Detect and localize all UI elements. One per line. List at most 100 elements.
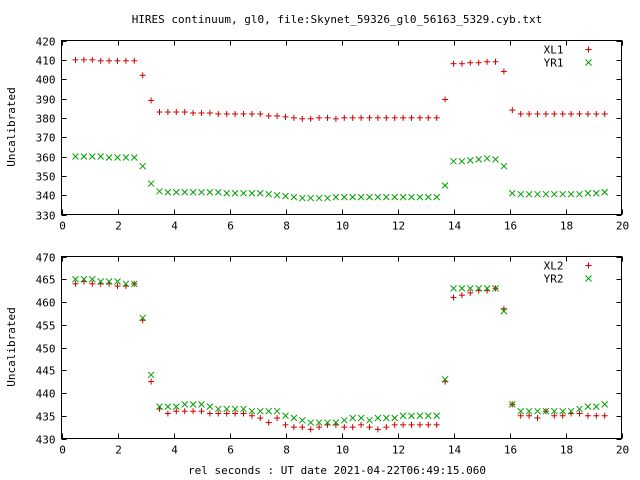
yr1-point (458, 157, 466, 165)
yr2-legend-label: YR2 (544, 273, 564, 286)
xl2-point (148, 378, 155, 385)
yr2-point (97, 278, 105, 285)
yr2-point (357, 414, 365, 422)
yr1-point (466, 157, 474, 164)
yr1-point (172, 188, 180, 196)
top-y-tick-label: 400 (36, 74, 56, 87)
xl1-point (274, 112, 281, 119)
xl1-point (416, 114, 423, 121)
bottom-axis-ticks: 0 2 4 6 8 10 12 14 16 18 20 430 435 440 445 450 455 460 46… (36, 252, 630, 457)
xl1-point (215, 110, 222, 117)
xl1-point (299, 115, 306, 122)
bottom-x-tick-label: 4 (171, 444, 178, 457)
yr1-point (601, 188, 609, 196)
yr2-point (164, 403, 172, 411)
yr1-point (72, 153, 79, 160)
yr2-point (80, 275, 88, 283)
xl1-point (265, 112, 272, 119)
yr1-point (584, 189, 592, 197)
xl1-point (89, 56, 96, 63)
yr2-point (433, 412, 441, 420)
bottom-x-tick-label: 12 (392, 444, 405, 457)
yr2-point (450, 284, 457, 292)
yr1-point (416, 193, 424, 201)
yr2-point (307, 419, 315, 426)
yr2-point (256, 407, 264, 415)
yr2-point (105, 278, 113, 285)
xl1-point (366, 114, 373, 121)
yr1-point (382, 193, 390, 201)
xl2-point (89, 280, 96, 287)
xl1-point (72, 56, 79, 63)
xl1-point (164, 109, 171, 116)
yr2-point (340, 416, 348, 424)
xl1-point (358, 114, 365, 121)
xl1-point (400, 114, 407, 121)
yr2-point (399, 412, 407, 420)
yr2-point (382, 414, 390, 422)
yr2-point (576, 405, 583, 413)
xl1-point (408, 114, 415, 121)
xl1-point (341, 114, 348, 121)
top-x-tick-label: 0 (59, 220, 66, 233)
xl1-point (232, 110, 239, 117)
bottom-y-tick-label: 460 (36, 297, 56, 310)
yr2-point (458, 284, 466, 292)
top-plot-frame (61, 40, 622, 215)
xl1-point (509, 107, 516, 114)
x-axis-label: rel seconds : UT date 2021-04-22T06:49:1… (188, 464, 486, 477)
top-x-tick-label: 6 (227, 220, 234, 233)
xl1-point (131, 57, 138, 64)
yr2-point (592, 403, 600, 411)
xl1-point (450, 60, 457, 67)
xl1-point (584, 110, 591, 117)
xl1-point (467, 59, 474, 66)
yr1-point (290, 193, 298, 201)
yr2-point (424, 412, 432, 420)
bottom-y-tick-label: 430 (36, 434, 56, 447)
yr2-point (88, 275, 96, 283)
yr1-point (592, 189, 600, 197)
top-axis-ticks: 0 2 4 6 8 10 12 14 16 18 20 330 340 350 360 370 380 390 40… (36, 36, 630, 233)
yr1-point (156, 187, 163, 195)
xl2-point (374, 426, 381, 433)
xl1-point (307, 115, 314, 122)
top-panel: Uncalibrated 0 2 4 6 8 10 12 14 16 18 20 330 340 350 3… (5, 36, 629, 233)
yr1-point (391, 193, 399, 201)
yr1-point (366, 193, 373, 201)
xl2-point (248, 412, 255, 419)
xl1-point (148, 97, 155, 104)
xl2-point (240, 410, 247, 417)
xl1-point (206, 110, 213, 116)
xl2-point (290, 424, 297, 431)
xl1-point (139, 72, 146, 79)
yr1-point (273, 191, 281, 199)
xl1-point (517, 110, 524, 117)
yr1-point (114, 154, 121, 161)
xl1-point (500, 68, 507, 75)
yr1-point (408, 193, 415, 201)
xl1-point (374, 114, 381, 121)
xl2-point (307, 426, 314, 433)
yr1-point (332, 193, 340, 201)
xl2-point (316, 424, 323, 431)
yr2-point (466, 284, 474, 292)
xl1-point (290, 114, 297, 121)
yr2-point (130, 280, 138, 288)
yr1-point (206, 188, 214, 196)
yr2-point (298, 416, 306, 424)
xl1-point (198, 110, 205, 116)
yr2-point (500, 307, 508, 315)
yr1-point (424, 193, 432, 201)
yr2-point (231, 405, 239, 413)
yr2-point (492, 284, 499, 292)
xl1-point (433, 114, 440, 121)
yr2-point (366, 416, 373, 424)
yr2-point (349, 414, 357, 422)
xl2-point (458, 292, 465, 299)
top-x-tick-label: 10 (336, 220, 349, 233)
yr1-point (307, 194, 315, 202)
yr2-legend-marker (585, 275, 592, 282)
yr1-point (256, 189, 264, 197)
